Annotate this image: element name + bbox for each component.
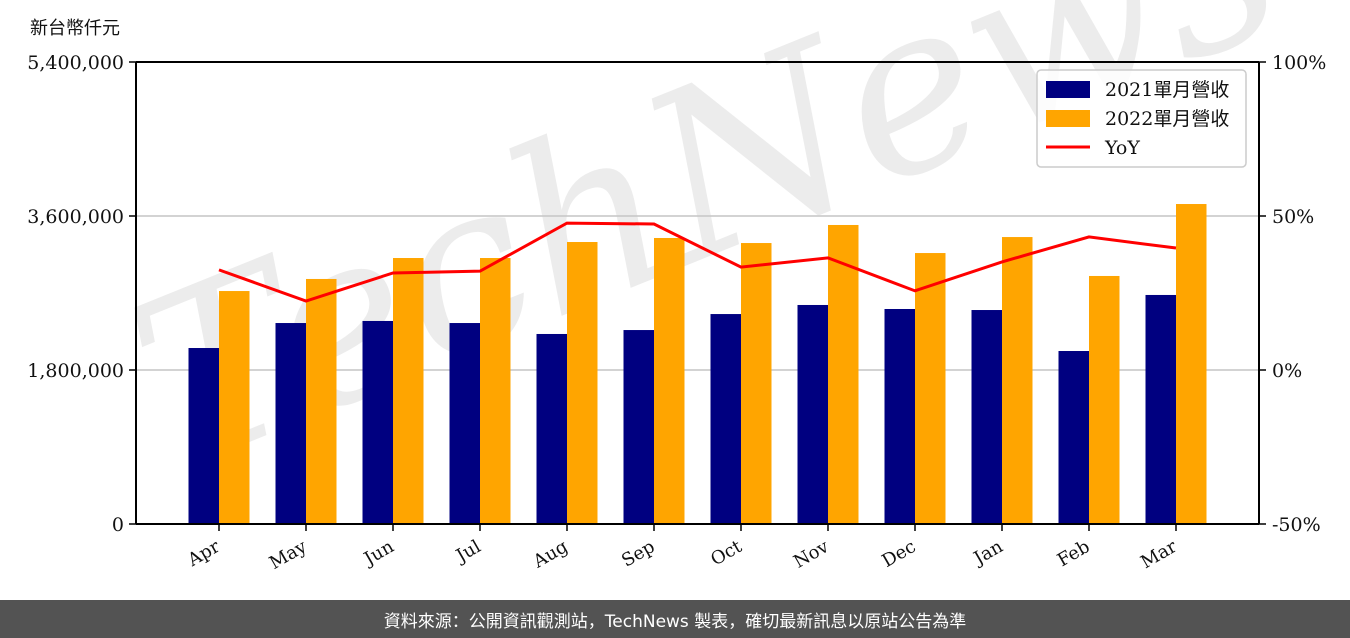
x-tick-label-oct: Oct — [707, 536, 746, 571]
x-tick-label-feb: Feb — [1054, 536, 1094, 571]
y2-tick-label: 0% — [1272, 360, 1302, 382]
y-tick-label: 5,400,000 — [27, 52, 124, 74]
y-tick-label: 3,600,000 — [27, 206, 124, 228]
x-tick-label-mar: Mar — [1137, 536, 1181, 573]
y2-tick-label: -50% — [1272, 514, 1321, 536]
x-tick-label-aug: Aug — [529, 536, 572, 573]
x-tick-label-jul: Jul — [451, 536, 485, 568]
y2-tick-label: 50% — [1272, 206, 1314, 228]
bar-2022-jul — [480, 258, 511, 524]
y-axis-unit-label: 新台幣仟元 — [30, 18, 120, 39]
bar-2021-mar — [1145, 294, 1176, 524]
bar-2021-jun — [362, 320, 393, 524]
bar-2022-nov — [828, 224, 859, 524]
bar-2022-sep — [654, 237, 685, 524]
bar-2022-dec — [915, 253, 946, 524]
legend-label: 2021單月營收 — [1105, 79, 1229, 101]
yoy-line — [218, 221, 1177, 303]
legend-swatch-2022 — [1046, 110, 1090, 127]
legend-swatch-2021 — [1046, 81, 1090, 98]
legend-label: 2022單月營收 — [1105, 108, 1229, 130]
bar-2022-aug — [567, 242, 598, 524]
bar-2021-feb — [1058, 351, 1089, 524]
x-tick-label-jan: Jan — [969, 536, 1007, 570]
x-tick-label-nov: Nov — [790, 536, 833, 573]
x-tick-label-dec: Dec — [879, 536, 920, 572]
chart-container: 新台幣仟元 TechNews 0 1,800,000 3,600,000 5,400,0… — [27, 0, 1326, 574]
bar-2021-may — [275, 323, 306, 524]
bar-2021-apr — [188, 348, 219, 524]
combo-chart: TechNews01,800,0003,600,0005,400,000-50%… — [27, 0, 1326, 574]
y-tick-label: 0 — [112, 514, 124, 536]
x-tick-label-may: May — [266, 536, 311, 574]
bar-2022-jan — [1002, 237, 1033, 524]
bar-2022-feb — [1089, 275, 1120, 524]
bar-2021-jan — [971, 310, 1002, 524]
bar-2022-oct — [741, 243, 772, 524]
x-tick-label-jun: Jun — [359, 536, 398, 571]
bar-2022-mar — [1176, 204, 1207, 524]
y2-tick-label: 100% — [1272, 52, 1326, 74]
bar-2021-jul — [449, 323, 480, 524]
y-tick-label: 1,800,000 — [27, 360, 124, 382]
bar-2021-sep — [623, 330, 654, 524]
bar-2021-oct — [710, 314, 741, 524]
source-footer: 資料來源：公開資訊觀測站，TechNews 製表，確切最新訊息以原站公告為準 — [0, 600, 1350, 638]
legend-label: YoY — [1104, 137, 1140, 159]
bar-2021-dec — [884, 308, 915, 524]
x-tick-label-sep: Sep — [618, 536, 658, 571]
bar-2021-nov — [797, 304, 828, 524]
bar-2022-apr — [219, 291, 250, 524]
bar-2022-jun — [393, 258, 424, 524]
bar-2021-aug — [536, 333, 567, 524]
bar-2022-may — [306, 278, 337, 524]
x-tick-label-apr: Apr — [183, 536, 223, 571]
